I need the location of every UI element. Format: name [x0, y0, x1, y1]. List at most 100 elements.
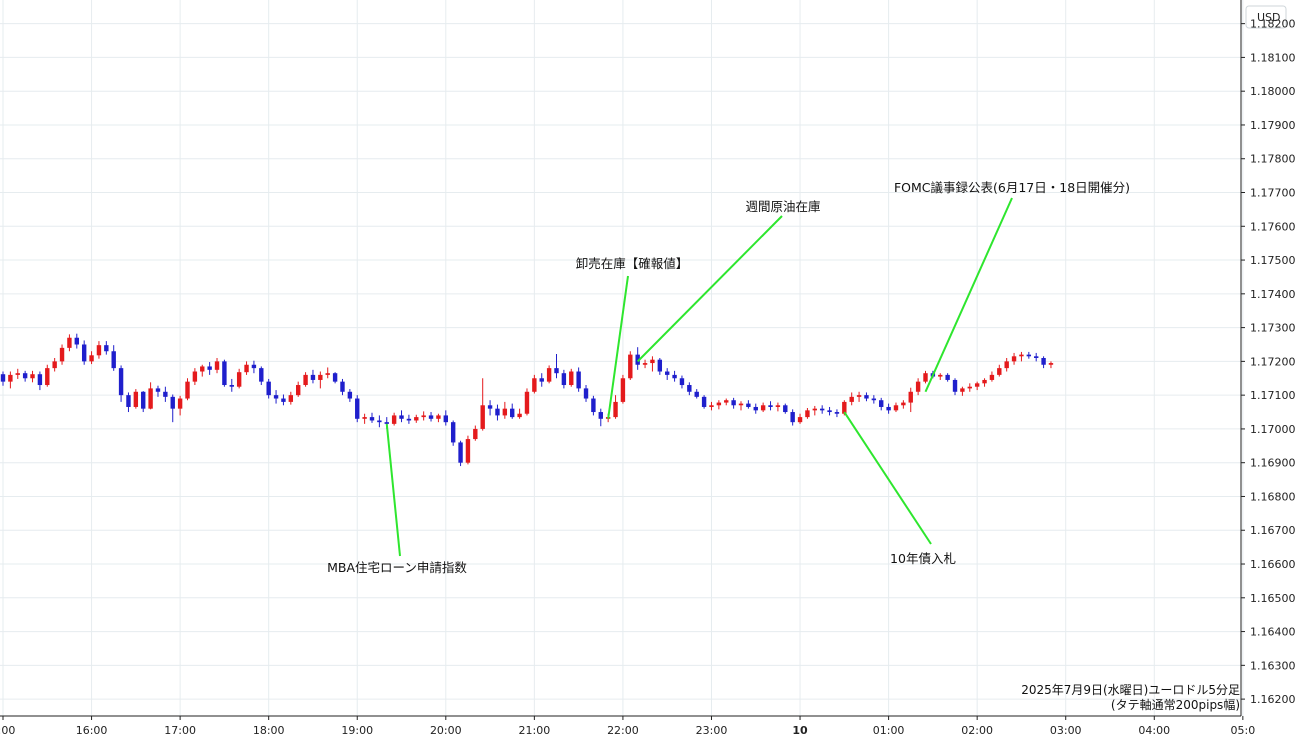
candle — [126, 392, 131, 413]
candle-body — [775, 405, 781, 407]
candle-body — [724, 400, 729, 403]
price-tick-label: 1.17600 — [1250, 220, 1296, 233]
candles — [0, 333, 1054, 467]
candle — [819, 405, 825, 414]
candle — [768, 401, 773, 411]
candle — [901, 400, 906, 409]
caption: 2025年7月9日(水曜日)ユーロドル5分足 (タテ軸通常200pips幅) — [1021, 683, 1240, 712]
candle-body — [672, 374, 677, 379]
candle-body — [1034, 356, 1039, 358]
candle — [982, 378, 987, 387]
candle — [104, 341, 109, 355]
candle-body — [938, 374, 943, 377]
candle — [325, 367, 330, 379]
candle-body — [37, 374, 43, 386]
price-tick-label: 1.17500 — [1250, 254, 1296, 267]
candle — [369, 412, 375, 423]
time-tick-label: 03:00 — [1050, 724, 1082, 737]
candle-body — [192, 371, 198, 382]
candle — [141, 391, 146, 413]
candle-body — [901, 402, 906, 406]
candle — [288, 391, 294, 405]
price-tick-label: 1.17400 — [1250, 288, 1296, 301]
candle — [687, 382, 692, 396]
candle — [148, 382, 153, 410]
candle-body — [207, 366, 212, 370]
currency-box — [1245, 5, 1287, 29]
price-tick-label: 1.17200 — [1250, 355, 1296, 368]
candle-body — [303, 374, 308, 386]
candle — [539, 373, 544, 387]
candle-body — [716, 402, 722, 406]
candle-body — [628, 354, 633, 379]
candle-body — [126, 395, 131, 407]
candle — [893, 402, 899, 413]
candle-body — [458, 442, 463, 463]
candle — [200, 364, 205, 377]
candle — [783, 403, 788, 414]
candle-body — [163, 391, 168, 397]
candle-body — [598, 412, 603, 419]
candle — [399, 410, 404, 423]
candle — [546, 365, 552, 384]
candle-body — [952, 379, 958, 392]
candle-body — [495, 408, 500, 416]
candle-body — [701, 396, 707, 407]
candle-body — [487, 405, 493, 409]
candle — [908, 387, 913, 413]
candle-body — [30, 374, 35, 379]
price-tick-label: 1.17300 — [1250, 322, 1296, 335]
candle — [421, 411, 426, 421]
candle — [960, 386, 965, 396]
candle-body — [473, 428, 478, 440]
candle — [1041, 356, 1046, 369]
candle — [236, 368, 242, 389]
candle — [362, 413, 367, 424]
candle — [1004, 358, 1009, 372]
candle-body — [974, 383, 980, 387]
candle — [436, 413, 441, 423]
candle-body — [318, 374, 323, 380]
candle-body — [355, 398, 360, 419]
candle — [377, 415, 382, 428]
candle-body — [22, 373, 28, 379]
candle-body — [620, 378, 626, 402]
candle-body — [679, 378, 685, 386]
candle — [1034, 352, 1039, 362]
candle-body — [369, 417, 375, 421]
candle — [428, 412, 434, 422]
candle — [52, 358, 57, 372]
candle-body — [391, 415, 397, 424]
annotation: 10年債入札 — [843, 411, 956, 566]
candle — [775, 402, 781, 412]
candle — [207, 362, 212, 375]
candle — [510, 403, 515, 419]
candle — [576, 367, 581, 392]
candle-body — [480, 405, 485, 429]
candle-body — [546, 368, 552, 382]
candle-body — [819, 408, 825, 411]
candle-body — [222, 361, 227, 386]
candle-body — [399, 415, 404, 419]
candle — [155, 385, 161, 397]
candle-body — [657, 359, 663, 372]
candle — [517, 408, 522, 419]
candle-body — [893, 405, 899, 411]
currency-label: USD — [1257, 11, 1281, 24]
candle — [192, 368, 198, 386]
price-tick-label: 1.16500 — [1250, 592, 1296, 605]
candle — [856, 391, 862, 402]
candle-body — [111, 351, 116, 369]
candle — [45, 364, 50, 387]
candle-body — [997, 368, 1002, 375]
candle-body — [842, 401, 847, 414]
candle-body — [569, 371, 574, 386]
candle — [738, 401, 744, 411]
candle-body — [1041, 358, 1046, 365]
candle-body — [1048, 363, 1054, 365]
candle-body — [148, 388, 153, 409]
candle — [465, 435, 471, 465]
time-tick-label: 17:00 — [164, 724, 196, 737]
candle — [952, 378, 958, 396]
